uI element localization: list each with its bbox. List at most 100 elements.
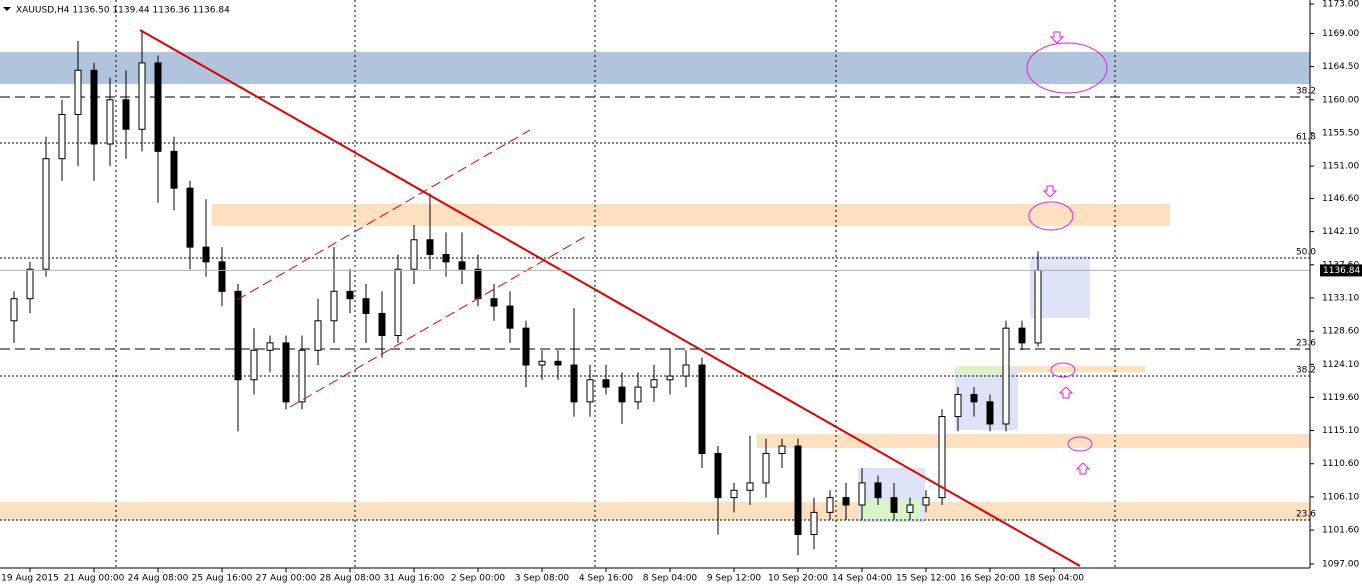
y-tick-label: 1169.00 (1322, 29, 1359, 39)
y-tick-label: 1160.00 (1322, 95, 1359, 105)
y-tick-label: 1115.10 (1322, 426, 1359, 436)
target-ellipse (1067, 436, 1093, 452)
x-tick-label: 16 Sep 20:00 (960, 574, 1020, 584)
candle-body (442, 253, 450, 263)
candle-body (218, 261, 226, 292)
candle-body (346, 290, 354, 300)
candle-body (122, 99, 130, 130)
candle-body (746, 482, 754, 491)
arrow-down (1042, 185, 1058, 198)
candle-body (666, 375, 674, 381)
candle-body (42, 158, 50, 270)
x-tick-label: 2 Sep 00:00 (451, 574, 506, 584)
arrow-down (1049, 31, 1065, 44)
x-tick-label: 3 Sep 08:00 (515, 574, 570, 584)
candle-body (906, 504, 914, 513)
candle-body (362, 298, 370, 314)
channel-line (289, 234, 589, 408)
candle-body (378, 312, 386, 337)
y-tick-label: 1124.10 (1322, 360, 1359, 370)
candle-body (186, 187, 194, 248)
candle-body (762, 452, 770, 484)
candle-body (538, 360, 546, 366)
candle-body (986, 401, 994, 425)
resistance-zone (0, 52, 1310, 84)
candle-body (922, 497, 930, 506)
candle-body (234, 290, 242, 381)
chart-title: XAUUSD,H4 1136.50 1139.44 1136.36 1136.8… (16, 6, 230, 16)
y-tick-label: 1128.60 (1322, 327, 1359, 337)
x-tick-label: 24 Aug 08:00 (128, 574, 189, 584)
y-tick-label: 1146.60 (1322, 194, 1359, 204)
candle-body (602, 379, 610, 388)
demand-zone (0, 502, 1310, 520)
y-tick-label: 1119.60 (1322, 393, 1359, 403)
candle-body (1034, 269, 1042, 344)
y-tick-label: 1133.10 (1322, 293, 1359, 303)
candle-body (826, 497, 834, 513)
candle-body (410, 239, 418, 270)
x-tick-label: 10 Sep 20:00 (768, 574, 828, 584)
candle-body (698, 364, 706, 454)
candle-body (778, 445, 786, 454)
candle-body (138, 62, 146, 130)
candle-body (714, 452, 722, 499)
supply-zone (212, 204, 1170, 226)
title-marker (3, 7, 11, 11)
fib-label: 50.0 (1296, 248, 1316, 258)
candle-body (394, 268, 402, 337)
candle-body (938, 416, 946, 499)
candle-body (202, 246, 210, 263)
x-tick-label: 27 Aug 00:00 (256, 574, 317, 584)
candle-body (874, 482, 882, 499)
candle-body (842, 497, 850, 506)
candles (10, 29, 1042, 556)
candle-body (858, 482, 866, 506)
fib-label: 38.2 (1296, 366, 1316, 376)
candle-body (26, 268, 34, 300)
y-tick-label: 1151.00 (1322, 162, 1359, 172)
x-tick-label: 8 Sep 04:00 (643, 574, 698, 584)
candle-body (90, 69, 98, 145)
candle-body (554, 360, 562, 366)
x-tick-label: 31 Aug 16:00 (384, 574, 445, 584)
candle-body (586, 379, 594, 403)
x-tick-label: 18 Sep 04:00 (1024, 574, 1084, 584)
candle-body (474, 268, 482, 300)
candle-body (650, 379, 658, 388)
candle-body (682, 364, 690, 377)
green-box (860, 500, 920, 520)
candle-body (314, 320, 322, 351)
candle-body (522, 327, 530, 366)
trend-line (139, 29, 1081, 567)
x-tick-label: 14 Sep 04:00 (832, 574, 892, 584)
candle-body (810, 511, 818, 535)
candle-body (730, 489, 738, 499)
x-tick-label: 28 Aug 08:00 (320, 574, 381, 584)
y-tick-label: 1173.00 (1322, 0, 1359, 9)
candle-body (970, 393, 978, 403)
candle-body (298, 349, 306, 403)
candle-body (250, 349, 258, 381)
candle-body (106, 99, 114, 145)
candle-body (506, 305, 514, 329)
candle-body (570, 364, 578, 403)
fib-label: 23.6 (1296, 510, 1316, 520)
candle-body (458, 261, 466, 270)
candle-body (490, 298, 498, 307)
x-tick-label: 25 Aug 16:00 (192, 574, 253, 584)
current-price-box (1320, 264, 1362, 277)
x-tick-label: 19 Aug 2015 (1, 574, 59, 584)
candle-body (282, 342, 290, 403)
candle-body (10, 298, 18, 322)
x-tick-label: 15 Sep 12:00 (896, 574, 956, 584)
candle-body (1002, 327, 1010, 425)
fib-label: 38.2 (1296, 87, 1316, 97)
candle-body (154, 62, 162, 152)
y-tick-label: 1155.50 (1322, 128, 1359, 138)
candle-body (618, 386, 626, 403)
target-ellipse (1028, 201, 1074, 231)
target-ellipse (1050, 362, 1076, 378)
